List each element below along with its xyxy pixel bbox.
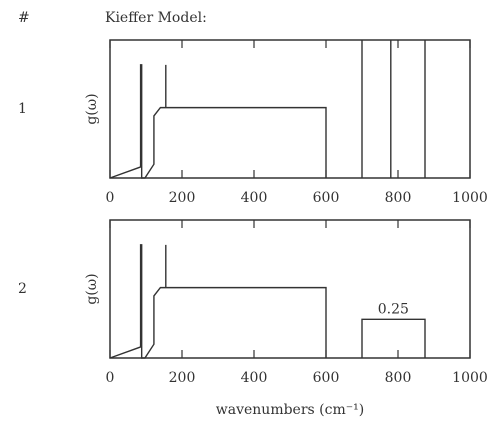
figure-title: Kieffer Model:	[105, 10, 207, 26]
plot-frame	[109, 39, 471, 179]
x-tick-label: 1000	[452, 370, 488, 386]
x-tick-label: 400	[241, 370, 268, 386]
x-tick-label: 800	[385, 370, 412, 386]
plot-frame	[109, 219, 471, 359]
x-tick-label: 0	[106, 190, 115, 206]
x-tick-label: 0	[106, 370, 115, 386]
dos-curve	[109, 40, 426, 179]
x-tick-label: 400	[241, 190, 268, 206]
column-hash: #	[18, 10, 30, 26]
x-tick-label: 200	[169, 190, 196, 206]
x-tick-label: 800	[385, 190, 412, 206]
row-number: 2	[18, 281, 27, 297]
y-axis-label: g(ω)	[84, 93, 100, 124]
x-tick-label: 200	[169, 370, 196, 386]
dos-curve	[109, 244, 426, 359]
row-number: 1	[18, 101, 27, 117]
x-axis-label: wavenumbers (cm⁻¹)	[216, 402, 364, 418]
x-tick-label: 1000	[452, 190, 488, 206]
x-tick-label: 600	[313, 190, 340, 206]
annotation: 0.25	[378, 301, 409, 317]
x-tick-label: 600	[313, 370, 340, 386]
y-axis-label: g(ω)	[84, 273, 100, 304]
